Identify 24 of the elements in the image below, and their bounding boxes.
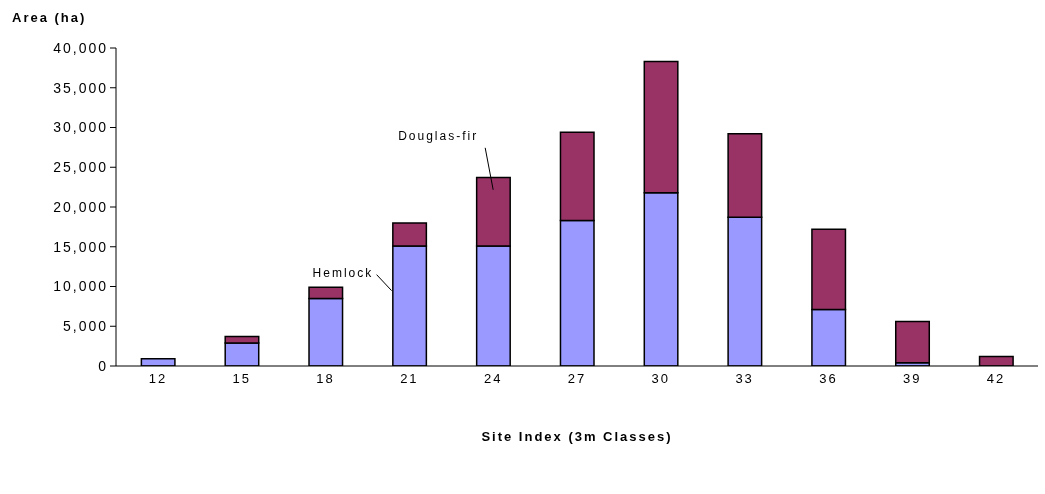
y-axis-title: Area (ha): [12, 10, 87, 25]
x-tick-label: 27: [567, 371, 587, 387]
y-tick-label: 25,000: [53, 159, 108, 176]
y-tick-label: 40,000: [53, 39, 108, 56]
y-tick-label: 0: [98, 357, 108, 374]
x-tick-label: 36: [819, 371, 838, 387]
series-label: Hemlock: [312, 265, 374, 280]
x-tick-label: 39: [903, 371, 922, 387]
x-tick-label: 15: [232, 371, 251, 387]
y-tick-label: 10,000: [53, 278, 108, 295]
y-tick-label: 30,000: [53, 119, 108, 136]
x-tick-label: 42: [986, 371, 1006, 387]
y-tick-label: 5,000: [62, 318, 108, 335]
y-tick-label: 20,000: [53, 198, 108, 215]
y-tick-label: 15,000: [53, 238, 108, 255]
x-tick-label: 24: [483, 371, 503, 387]
x-tick-label: 30: [651, 371, 671, 387]
x-tick-label: 33: [735, 371, 754, 387]
x-tick-label: 18: [316, 371, 335, 387]
x-axis-title: Site Index (3m Classes): [481, 429, 673, 444]
x-tick-label: 21: [400, 371, 419, 387]
x-tick-label: 12: [148, 371, 168, 387]
text: Douglas-fir: [398, 128, 479, 143]
y-tick-label: 35,000: [53, 79, 108, 96]
